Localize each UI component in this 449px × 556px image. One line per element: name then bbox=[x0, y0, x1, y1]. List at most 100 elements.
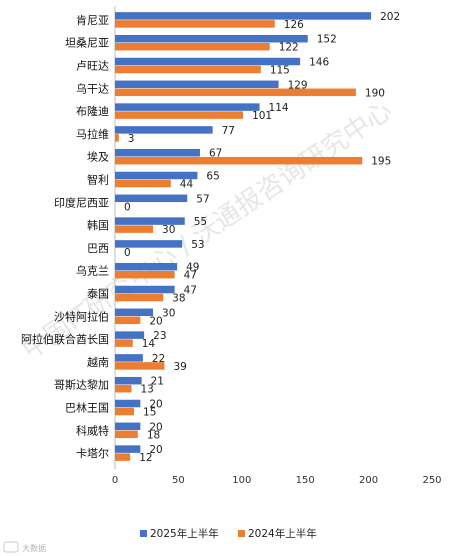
data-label-s1-14: 14 bbox=[142, 338, 156, 350]
bar-s0-3 bbox=[115, 80, 279, 89]
category-label-1: 坦桑尼亚 bbox=[65, 36, 109, 50]
category-label-9: 韩国 bbox=[87, 218, 109, 232]
bar-s1-5 bbox=[115, 134, 119, 142]
category-label-3: 乌干达 bbox=[76, 81, 109, 95]
bar-s0-15 bbox=[115, 354, 143, 362]
data-label-s0-15: 22 bbox=[152, 353, 165, 365]
data-label-s0-1: 152 bbox=[317, 34, 337, 46]
category-label-5: 马拉维 bbox=[76, 127, 109, 141]
x-tick-label-100: 100 bbox=[232, 475, 251, 486]
data-label-s1-11: 47 bbox=[184, 270, 197, 282]
category-label-8: 印度尼西亚 bbox=[54, 195, 109, 209]
data-label-s0-4: 114 bbox=[269, 102, 289, 114]
data-label-s0-0: 202 bbox=[380, 11, 400, 23]
x-tick-label-250: 250 bbox=[422, 475, 441, 486]
data-label-s1-9: 30 bbox=[162, 224, 175, 236]
bar-s0-9 bbox=[115, 217, 185, 225]
data-label-s1-15: 39 bbox=[173, 361, 186, 373]
data-label-s0-12: 47 bbox=[184, 285, 197, 297]
bar-s0-14 bbox=[115, 331, 145, 339]
data-label-s0-16: 21 bbox=[151, 376, 164, 388]
bar-s0-16 bbox=[115, 376, 142, 385]
bar-s0-10 bbox=[115, 240, 183, 248]
bar-s0-2 bbox=[115, 57, 301, 66]
category-label-18: 科威特 bbox=[76, 423, 109, 437]
x-tick-label-50: 50 bbox=[172, 475, 185, 486]
bar-s1-9 bbox=[115, 225, 154, 233]
bar-s1-17 bbox=[115, 407, 135, 416]
category-label-14: 阿拉伯联合酋长国 bbox=[21, 332, 109, 346]
data-label-s0-17: 20 bbox=[149, 399, 162, 411]
bar-s0-4 bbox=[115, 103, 260, 111]
category-label-19: 卡塔尔 bbox=[76, 447, 109, 460]
bar-s0-5 bbox=[115, 126, 213, 134]
category-label-12: 泰国 bbox=[87, 287, 109, 301]
data-label-s0-3: 129 bbox=[288, 79, 308, 91]
data-label-s1-3: 190 bbox=[365, 87, 385, 99]
bar-s1-15 bbox=[115, 362, 165, 370]
data-label-s1-18: 18 bbox=[147, 429, 160, 441]
data-label-s1-1: 122 bbox=[279, 42, 299, 54]
bar-s1-11 bbox=[115, 270, 175, 279]
data-label-s0-10: 53 bbox=[191, 239, 204, 251]
category-label-15: 越南 bbox=[87, 355, 109, 369]
data-label-s0-7: 65 bbox=[206, 171, 219, 183]
bar-s1-1 bbox=[115, 42, 270, 51]
data-label-s0-18: 20 bbox=[149, 421, 162, 433]
data-label-s1-10: 0 bbox=[124, 247, 131, 259]
watermark-text: 中国IT研究中心 / 沃通报咨询研究中心 bbox=[17, 96, 398, 366]
data-label-s1-6: 195 bbox=[371, 156, 391, 168]
bars-layer bbox=[115, 12, 372, 461]
data-label-s0-13: 30 bbox=[162, 307, 175, 319]
bar-s1-14 bbox=[115, 339, 133, 347]
data-label-s1-5: 3 bbox=[128, 133, 135, 145]
logo-icon bbox=[3, 541, 19, 553]
data-label-s0-11: 49 bbox=[186, 262, 199, 274]
data-label-s0-19: 20 bbox=[149, 444, 162, 456]
bar-s1-18 bbox=[115, 430, 138, 439]
x-tick-label-150: 150 bbox=[296, 475, 315, 486]
x-tick-label-0: 0 bbox=[112, 475, 118, 486]
bar-s1-12 bbox=[115, 293, 164, 302]
bar-s1-3 bbox=[115, 88, 356, 97]
category-label-17: 巴林王国 bbox=[65, 401, 109, 415]
data-label-s1-8: 0 bbox=[124, 201, 131, 213]
logo: 大数据 bbox=[3, 541, 46, 553]
bar-s0-6 bbox=[115, 148, 200, 157]
data-label-s1-13: 20 bbox=[149, 315, 162, 327]
bar-s0-7 bbox=[115, 171, 198, 180]
data-label-s1-0: 126 bbox=[284, 19, 304, 31]
data-label-s0-9: 55 bbox=[194, 216, 207, 228]
bar-s0-18 bbox=[115, 422, 141, 431]
legend-label-0: 2025年上半年 bbox=[150, 527, 219, 540]
bar-s1-6 bbox=[115, 156, 363, 165]
category-label-13: 沙特阿拉伯 bbox=[54, 309, 109, 323]
category-label-4: 布隆迪 bbox=[76, 104, 109, 118]
bar-s0-1 bbox=[115, 34, 308, 43]
data-label-s1-17: 15 bbox=[143, 407, 156, 419]
legend-swatch-1 bbox=[238, 530, 245, 537]
legend-label-1: 2024年上半年 bbox=[248, 527, 317, 540]
bar-s0-13 bbox=[115, 308, 154, 317]
category-label-6: 埃及 bbox=[87, 150, 109, 164]
bar-s0-11 bbox=[115, 262, 178, 271]
data-label-s1-12: 38 bbox=[172, 293, 185, 305]
data-label-s0-2: 146 bbox=[309, 57, 329, 69]
bar-s0-0 bbox=[115, 12, 372, 20]
legend-swatch-0 bbox=[140, 530, 147, 537]
bar-s1-19 bbox=[115, 453, 131, 461]
category-label-16: 哥斯达黎加 bbox=[54, 378, 109, 392]
data-label-s1-2: 115 bbox=[270, 65, 290, 77]
data-label-s0-5: 77 bbox=[222, 125, 235, 137]
category-label-7: 智利 bbox=[87, 173, 109, 187]
bar-s0-8 bbox=[115, 194, 188, 203]
data-label-s1-16: 13 bbox=[140, 384, 153, 396]
legend: 2025年上半年 2024年上半年 bbox=[140, 527, 317, 540]
data-label-s0-14: 23 bbox=[153, 330, 166, 342]
category-label-10: 巴西 bbox=[87, 242, 109, 255]
data-label-s1-4: 101 bbox=[252, 110, 272, 122]
data-label-s1-19: 12 bbox=[139, 452, 152, 464]
